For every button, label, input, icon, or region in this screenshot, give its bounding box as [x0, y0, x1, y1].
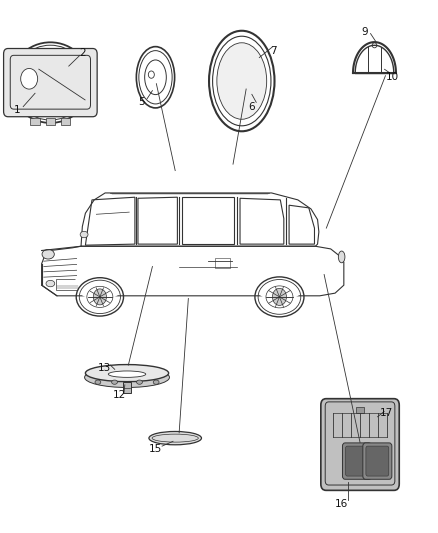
Circle shape [21, 68, 38, 89]
Text: 1: 1 [13, 106, 20, 115]
Ellipse shape [80, 231, 88, 238]
Ellipse shape [74, 267, 125, 300]
Text: 13: 13 [98, 363, 111, 373]
FancyBboxPatch shape [366, 446, 389, 476]
Text: 2: 2 [79, 49, 86, 58]
Ellipse shape [108, 371, 146, 377]
Text: 5: 5 [138, 98, 145, 107]
Circle shape [93, 289, 106, 305]
FancyBboxPatch shape [46, 118, 55, 125]
FancyBboxPatch shape [61, 118, 71, 125]
Ellipse shape [85, 367, 170, 387]
Ellipse shape [149, 432, 201, 445]
FancyBboxPatch shape [123, 382, 131, 393]
Ellipse shape [46, 280, 55, 287]
Text: 7: 7 [270, 46, 277, 55]
FancyBboxPatch shape [356, 407, 364, 413]
Ellipse shape [95, 380, 101, 384]
Ellipse shape [338, 251, 345, 263]
FancyBboxPatch shape [343, 443, 371, 479]
Ellipse shape [253, 266, 306, 301]
Ellipse shape [66, 282, 74, 288]
FancyBboxPatch shape [30, 118, 39, 125]
Text: 9: 9 [361, 27, 368, 37]
Text: 16: 16 [335, 499, 348, 508]
Ellipse shape [137, 380, 142, 384]
Ellipse shape [372, 43, 377, 48]
Text: 10: 10 [385, 72, 399, 82]
FancyBboxPatch shape [363, 443, 392, 479]
Ellipse shape [217, 43, 267, 119]
Ellipse shape [112, 380, 117, 384]
FancyBboxPatch shape [321, 399, 399, 490]
Bar [215, 258, 230, 268]
FancyBboxPatch shape [4, 49, 97, 117]
Ellipse shape [85, 365, 169, 382]
Text: 17: 17 [380, 408, 393, 418]
Text: 12: 12 [113, 391, 126, 400]
Text: 15: 15 [149, 444, 162, 454]
Ellipse shape [42, 249, 54, 259]
Circle shape [272, 288, 286, 305]
FancyBboxPatch shape [346, 446, 368, 476]
Bar [56, 279, 79, 290]
Text: 6: 6 [248, 102, 255, 111]
Ellipse shape [153, 380, 159, 384]
